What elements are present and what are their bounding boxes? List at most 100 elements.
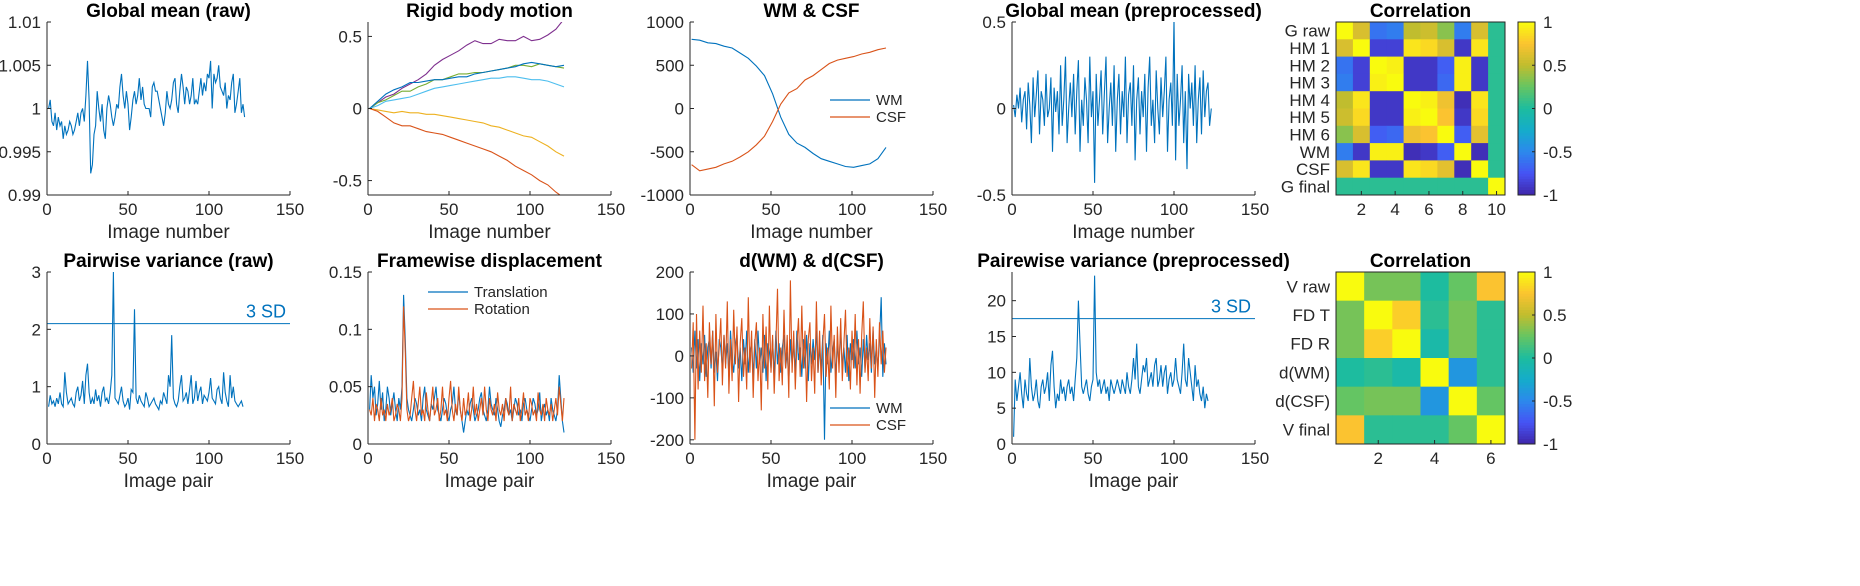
heatmap-cell xyxy=(1369,73,1388,92)
colorbar-segment xyxy=(1518,167,1535,172)
colorbar-segment xyxy=(1518,355,1535,359)
y-tick-label: 1000 xyxy=(646,13,684,32)
x-tick-label: 2 xyxy=(1357,200,1366,219)
colorbar-segment xyxy=(1518,113,1535,118)
colorbar-segment xyxy=(1518,390,1535,394)
heatmap-cell xyxy=(1336,415,1365,445)
heatmap-cell xyxy=(1488,143,1506,161)
series-line-1 xyxy=(369,63,565,109)
colorbar-segment xyxy=(1518,403,1535,407)
x-tick-label: 100 xyxy=(838,200,866,219)
heatmap-cell xyxy=(1369,39,1388,57)
colorbar-segment xyxy=(1518,116,1535,120)
colorbar-segment xyxy=(1518,32,1535,36)
heatmap-cell xyxy=(1364,358,1393,388)
colorbar-segment xyxy=(1518,317,1535,321)
colorbar-segment xyxy=(1518,274,1535,278)
heatmap-cell xyxy=(1471,39,1489,57)
y-tick-label: 1.01 xyxy=(8,13,41,32)
heatmap-cell xyxy=(1471,56,1489,75)
heatmap-row-label: V raw xyxy=(1287,277,1331,296)
x-tick-label: 10 xyxy=(1487,200,1506,219)
colorbar-segment xyxy=(1518,341,1535,345)
legend-entry-1: Rotation xyxy=(474,301,530,318)
y-tick-label: 0 xyxy=(997,100,1006,119)
heatmap-cell xyxy=(1448,386,1478,416)
colorbar-segment xyxy=(1518,103,1535,107)
heatmap-row-label: FD T xyxy=(1293,306,1330,325)
colorbar-segment xyxy=(1518,57,1535,61)
heatmap-row-label: V final xyxy=(1283,421,1330,440)
series-line-4 xyxy=(369,107,565,157)
heatmap-cell xyxy=(1420,358,1450,388)
colorbar-segment xyxy=(1518,280,1535,284)
y-tick-label: -200 xyxy=(650,431,684,450)
x-axis-label: Image number xyxy=(107,222,230,243)
series-line-0 xyxy=(48,272,244,412)
colorbar-segment xyxy=(1518,438,1535,442)
heatmap-cell xyxy=(1352,56,1371,75)
heatmap-title: Correlation xyxy=(1370,251,1471,272)
colorbar-segment xyxy=(1518,441,1535,445)
heatmap-cell xyxy=(1420,108,1438,127)
colorbar-segment xyxy=(1518,130,1535,134)
colorbar-segment xyxy=(1518,325,1535,329)
y-tick-label: 0 xyxy=(353,435,362,454)
heatmap-cell xyxy=(1437,177,1455,196)
colorbar-segment xyxy=(1518,371,1535,375)
colorbar-segment xyxy=(1518,138,1535,142)
colorbar-segment xyxy=(1518,395,1535,399)
heatmap-cell xyxy=(1352,91,1371,109)
x-axis-label: Image number xyxy=(1072,222,1195,243)
chart-dwm-dcsf: d(WM) & d(CSF) 0 50 100 150 -200 -100 0 100 200 Im… xyxy=(650,251,947,492)
legend-entry-0: WM xyxy=(876,92,903,109)
heatmap-cell xyxy=(1420,125,1438,144)
colorbar-segment xyxy=(1518,328,1535,332)
heatmap-cell xyxy=(1437,39,1455,57)
colorbar-segment xyxy=(1518,59,1535,63)
colorbar-segment xyxy=(1518,100,1535,104)
heatmap-cell xyxy=(1336,386,1365,416)
heatmap-cell xyxy=(1476,386,1506,416)
y-tick-label: -0.5 xyxy=(333,172,362,191)
heatmap-cell xyxy=(1488,56,1506,75)
heatmap-cell xyxy=(1420,91,1438,109)
colorbar-segment xyxy=(1518,347,1535,351)
heatmap-frame xyxy=(1335,271,1506,445)
colorbar-segment xyxy=(1518,433,1535,437)
colorbar-segment xyxy=(1518,51,1535,55)
heatmap-row-label: FD R xyxy=(1290,335,1330,354)
colorbar-segment xyxy=(1518,430,1535,434)
colorbar-segment xyxy=(1518,124,1535,128)
heatmap-cell xyxy=(1448,358,1478,388)
heatmap-cell xyxy=(1420,143,1438,161)
y-tick-label: 0.5 xyxy=(982,13,1006,32)
series-line-0 xyxy=(1013,275,1209,437)
x-axis-label: Image number xyxy=(750,222,873,243)
colorbar-segment xyxy=(1518,288,1535,292)
heatmap-cell xyxy=(1471,177,1489,196)
colorbar-segment xyxy=(1518,376,1535,380)
y-tick-label: 0.15 xyxy=(329,263,362,282)
heatmap-cell xyxy=(1420,56,1438,75)
y-tick-label: 3 xyxy=(32,263,41,282)
heatmap-cell xyxy=(1471,143,1489,161)
colorbar-tick-label: -1 xyxy=(1543,186,1558,205)
colorbar-segment xyxy=(1518,181,1535,185)
y-tick-label: -1000 xyxy=(641,186,684,205)
heatmap-cell xyxy=(1352,125,1371,144)
heatmap-cell xyxy=(1352,177,1371,196)
colorbar-segment xyxy=(1518,84,1535,88)
heatmap-cell xyxy=(1392,329,1421,359)
colorbar-segment xyxy=(1518,97,1535,101)
heatmap-cell xyxy=(1488,91,1506,109)
chart-title: Global mean (preprocessed) xyxy=(1005,1,1262,22)
heatmap-row-label: HM 2 xyxy=(1289,56,1330,75)
heatmap-cell xyxy=(1369,177,1388,196)
legend-entry-0: WM xyxy=(876,400,903,417)
heatmap-cell xyxy=(1454,91,1472,109)
legend-entry-0: Translation xyxy=(474,284,548,301)
colorbar-segment xyxy=(1518,159,1535,163)
